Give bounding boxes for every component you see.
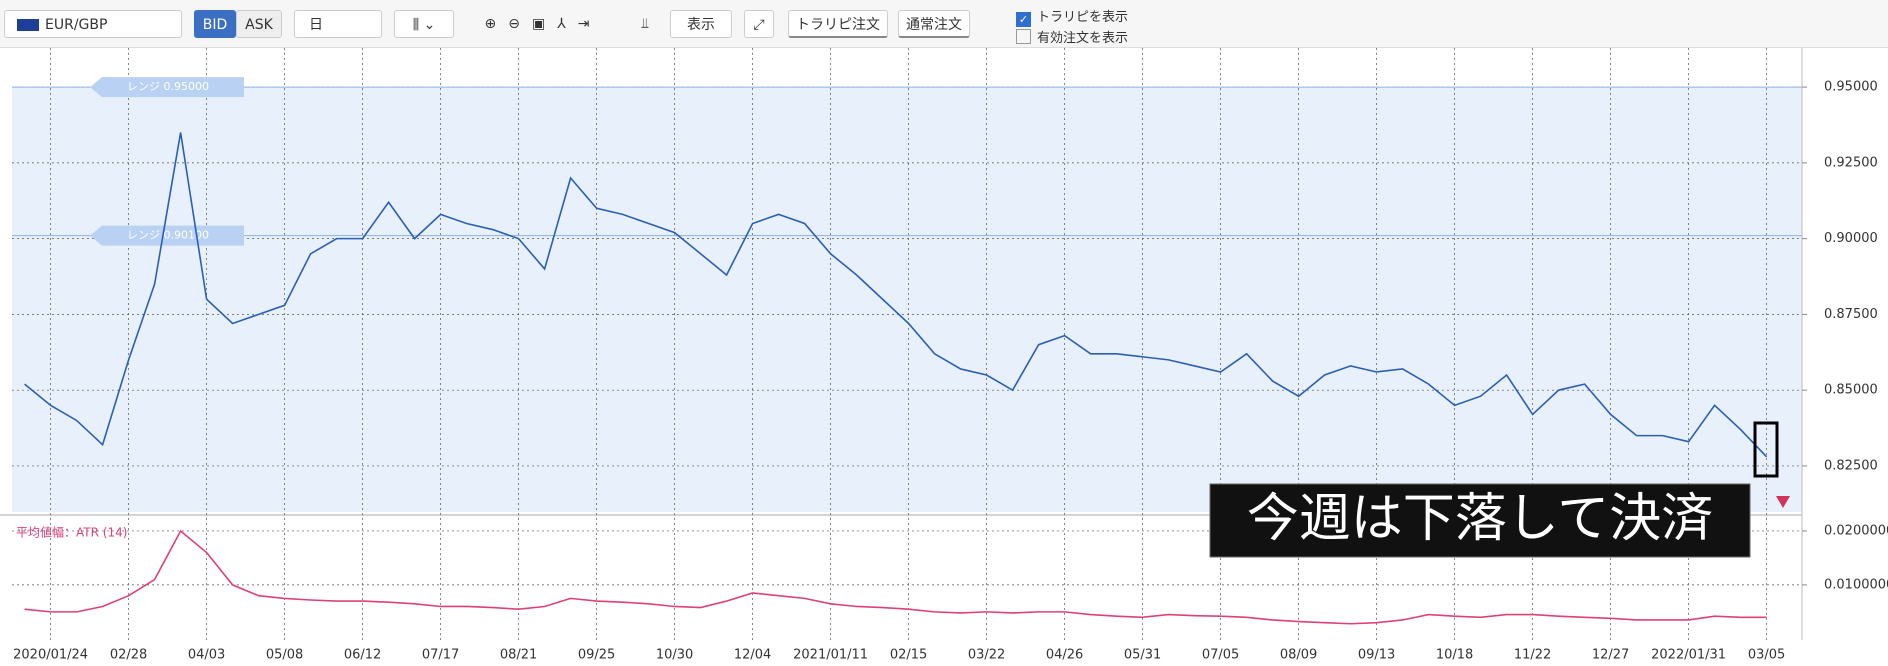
y-tick-label: 0.0100000 (1824, 577, 1888, 592)
show-trarepi[interactable]: ✓ トラリピを表示 (1016, 6, 1128, 27)
x-tick-label: 2021/01/11 (793, 648, 868, 663)
series-line (24, 132, 1768, 458)
y-tick-label: 0.87500 (1824, 307, 1878, 322)
x-tick-label: 12/27 (1592, 648, 1629, 663)
x-tick-label: 03/22 (968, 648, 1005, 663)
show-orders[interactable]: 有効注文を表示 (1016, 27, 1128, 46)
chart-type[interactable]: ⫼ ⌄ (394, 10, 454, 38)
symbol: EUR/GBP (45, 17, 108, 33)
indicator-title: 平均値幅：ATR (14) (16, 525, 127, 540)
x-tick-label: 07/17 (422, 648, 459, 663)
x-tick-label: 04/26 (1046, 648, 1083, 663)
y-tick-label: 0.85000 (1824, 383, 1878, 398)
x-tick-label: 2022/01/31 (1651, 648, 1726, 663)
x-tick-label: 2020/01/24 (13, 648, 88, 663)
y-tick-label: 0.95000 (1824, 80, 1878, 95)
label: 有効注文を表示 (1037, 31, 1129, 46)
x-tick-label: 06/12 (344, 648, 381, 663)
timeframe-select[interactable]: 日 (294, 10, 382, 38)
caption-box (1209, 483, 1751, 558)
x-tick-label: 10/30 (656, 648, 693, 663)
x-tick-label: 11/22 (1514, 648, 1551, 663)
bid-button[interactable]: BID (194, 10, 236, 38)
normal-order[interactable]: 通常注文 (898, 10, 970, 38)
x-tick-label: 04/03 (188, 648, 225, 663)
x-tick-label: 09/13 (1358, 648, 1395, 663)
label: トラリピを表示 (1037, 10, 1129, 25)
y-tick-label: 0.90000 (1824, 231, 1878, 246)
y-tick-label: 0.0200000 (1824, 523, 1888, 538)
trarepi-order[interactable]: トラリピ注文 (788, 10, 888, 38)
indicator-icon[interactable]: ⫫ (641, 16, 649, 32)
x-tick-label: 10/18 (1436, 648, 1473, 663)
marker (1776, 496, 1790, 508)
range-band (12, 87, 1802, 512)
x-tick-label: 08/09 (1280, 648, 1317, 663)
x-tick-label: 12/04 (734, 648, 771, 663)
y-tick-label: 0.92500 (1824, 155, 1878, 170)
display-menu[interactable]: 表示 (670, 10, 732, 38)
toolbar: EUR/GBP BID ASK 日 ⫼ ⌄ ⊕⊖▣⅄⇥ ⫫ 表示 ⤢ トラリピ注… (0, 0, 1888, 48)
x-tick-label: 07/05 (1202, 648, 1239, 663)
x-tick-label: 08/21 (500, 648, 537, 663)
x-tick-label: 05/31 (1124, 648, 1161, 663)
range-tag (90, 77, 244, 98)
x-tick-label: 03/05 (1748, 648, 1785, 663)
highlight-box (1753, 421, 1779, 478)
caption: 今週は下落して決済 (1247, 489, 1713, 549)
range-tag (90, 225, 244, 246)
x-tick-label: 09/25 (578, 648, 615, 663)
symbol-select[interactable]: EUR/GBP (4, 10, 182, 38)
range-label: レンジ 0.95000 (127, 80, 209, 93)
y-tick-label: 0.82500 (1824, 458, 1878, 473)
x-tick-label: 02/28 (110, 648, 147, 663)
fullscreen[interactable]: ⤢ (744, 10, 774, 38)
ask-button[interactable]: ASK (236, 10, 282, 38)
range-label: レンジ 0.90100 (127, 229, 209, 242)
x-tick-label: 05/08 (266, 648, 303, 663)
tool-icons[interactable]: ⊕⊖▣⅄⇥ (484, 16, 602, 32)
x-tick-label: 02/15 (890, 648, 927, 663)
series-line (24, 529, 1767, 625)
